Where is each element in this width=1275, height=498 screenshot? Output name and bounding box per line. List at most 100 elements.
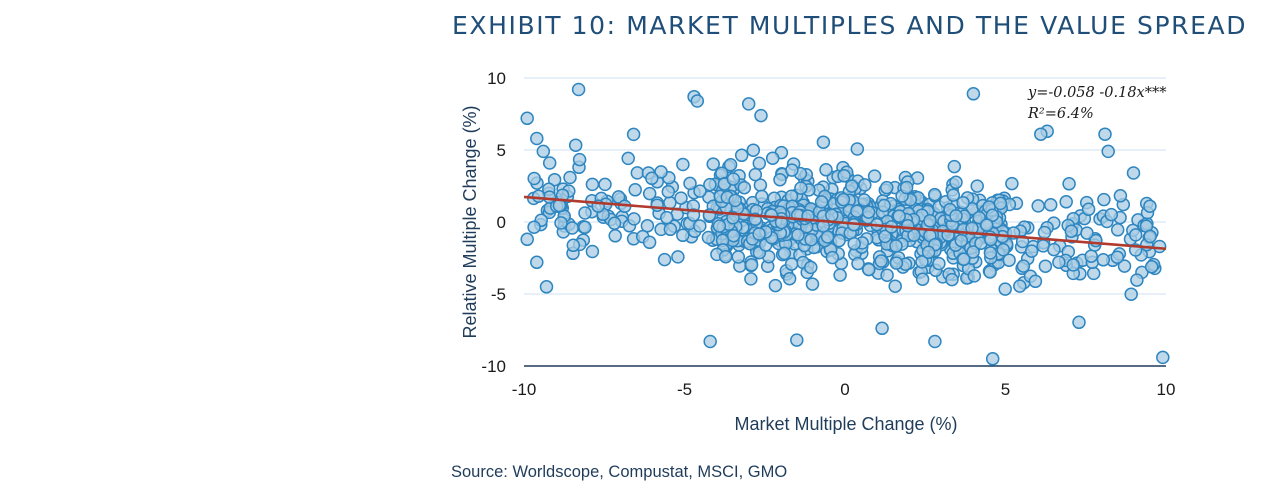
data-point	[985, 208, 1000, 223]
data-point	[945, 272, 959, 287]
data-point	[1081, 202, 1096, 217]
data-point	[880, 180, 894, 195]
data-point	[874, 254, 888, 268]
data-point	[915, 272, 930, 286]
data-point	[880, 268, 894, 282]
data-point	[1002, 253, 1016, 267]
data-point	[820, 230, 835, 244]
data-point	[1152, 239, 1167, 254]
data-point	[957, 252, 971, 267]
data-point	[1072, 315, 1086, 330]
data-point	[1128, 228, 1143, 242]
data-point	[1013, 279, 1027, 293]
source-note: Source: Worldscope, Compustat, MSCI, GMO	[451, 463, 788, 481]
data-point	[923, 214, 937, 228]
data-point	[1143, 199, 1157, 213]
data-point	[980, 218, 994, 232]
data-point	[1062, 177, 1076, 191]
data-point	[804, 260, 818, 275]
y-axis-label: Relative Multiple Change (%)	[460, 105, 480, 338]
data-point	[1037, 225, 1052, 240]
data-point	[650, 198, 664, 212]
data-point	[712, 219, 727, 233]
data-point	[921, 245, 936, 260]
data-point	[899, 180, 914, 195]
data-point	[850, 204, 864, 218]
data-point	[862, 262, 876, 277]
data-point	[1066, 258, 1080, 272]
data-point	[998, 282, 1012, 296]
data-point	[1034, 127, 1048, 141]
data-point	[703, 334, 717, 349]
data-point	[520, 111, 534, 126]
data-point	[983, 246, 998, 260]
data-point	[690, 94, 705, 108]
data-point	[858, 178, 872, 192]
x-tick-label: 5	[1001, 380, 1010, 399]
data-point	[703, 177, 717, 192]
data-point	[877, 198, 891, 213]
data-point	[932, 256, 946, 271]
data-point	[565, 221, 579, 235]
data-point	[663, 196, 677, 210]
data-point	[676, 157, 690, 172]
x-tick-label: 0	[840, 380, 849, 399]
data-point	[1038, 259, 1053, 273]
data-point	[1064, 224, 1079, 238]
data-point	[784, 257, 799, 271]
data-point	[554, 216, 568, 230]
data-point	[754, 108, 768, 123]
regression-line	[523, 195, 1167, 251]
data-point	[857, 193, 871, 207]
data-point	[1080, 226, 1094, 240]
data-point	[985, 352, 1000, 366]
data-point	[967, 269, 982, 283]
data-point	[1084, 249, 1098, 263]
data-point	[845, 179, 859, 193]
data-point	[889, 239, 903, 253]
chart-title: EXHIBIT 10: MARKET MULTIPLES AND THE VAL…	[452, 11, 1248, 40]
data-point	[805, 277, 820, 291]
tick-labels: 10 5 0 -5 -10 -10 -5 0 5 10	[481, 69, 1175, 399]
data-point	[611, 190, 626, 204]
data-point	[901, 218, 915, 233]
data-point	[970, 179, 984, 193]
data-point	[765, 151, 780, 165]
data-point	[566, 238, 581, 253]
data-point	[744, 272, 758, 286]
data-point	[626, 127, 641, 142]
data-point	[731, 250, 746, 264]
data-point	[718, 249, 733, 264]
data-point	[825, 250, 840, 265]
data-point	[949, 175, 963, 190]
data-point	[531, 189, 546, 203]
data-point	[1028, 274, 1043, 289]
data-point	[630, 166, 645, 180]
data-point	[539, 280, 554, 294]
data-point	[774, 215, 789, 230]
data-point	[888, 279, 902, 293]
data-point	[850, 142, 865, 156]
data-point	[1110, 223, 1125, 237]
y-tick-label: -5	[491, 285, 506, 304]
data-point	[571, 82, 586, 97]
data-point	[832, 233, 846, 248]
data-point	[598, 177, 612, 192]
data-point	[536, 144, 551, 159]
data-point	[1143, 229, 1157, 244]
data-point	[723, 158, 738, 172]
data-point	[1096, 253, 1111, 267]
data-point	[927, 187, 942, 202]
data-point	[1031, 199, 1045, 213]
data-point	[889, 256, 904, 270]
y-tick-label: -10	[481, 357, 506, 376]
data-point	[915, 255, 929, 269]
data-point	[773, 172, 787, 187]
data-point	[983, 265, 997, 279]
data-point	[892, 209, 906, 223]
data-point	[1124, 287, 1138, 301]
data-point	[676, 228, 690, 243]
data-point	[878, 229, 892, 244]
data-point	[642, 186, 657, 201]
